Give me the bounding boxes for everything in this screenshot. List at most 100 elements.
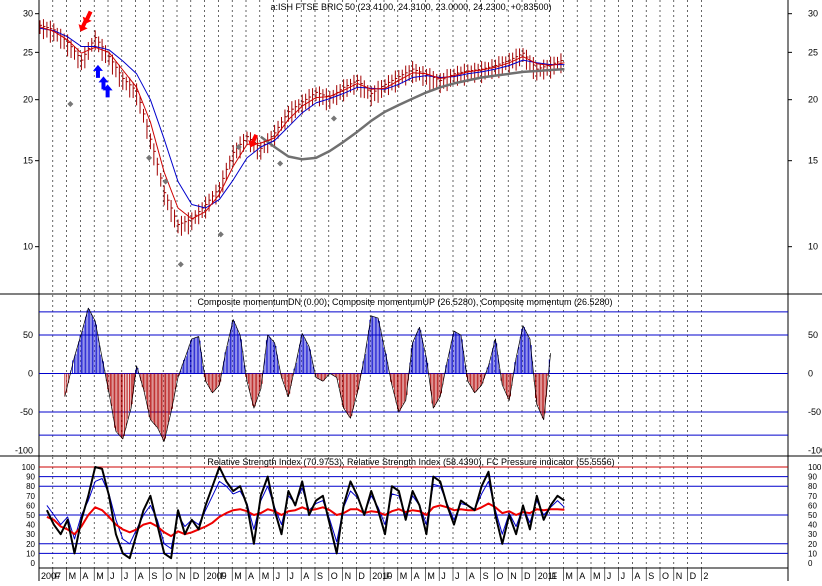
x-axis-month-label: J [124, 571, 129, 581]
sell-arrow-icon [82, 10, 93, 25]
buy-arrow-icon [102, 84, 113, 98]
x-axis-month-label: J [455, 571, 460, 581]
momentum-y-tick-left: 50 [23, 330, 33, 340]
x-axis-month-label: N [179, 571, 186, 581]
rsi-y-tick-left: 20 [26, 540, 35, 549]
buy-arrow-icon [92, 64, 103, 78]
signal-diamond-marker [277, 160, 284, 167]
x-axis-month-label: M [234, 571, 242, 581]
price-y-tick-left: 15 [23, 156, 33, 166]
sell-arrow-icon [248, 133, 259, 148]
price-y-tick-right: 20 [808, 95, 818, 105]
signal-diamond-marker [217, 231, 224, 238]
x-axis-month-label: D [690, 571, 697, 581]
x-axis-month-label: O [496, 571, 503, 581]
x-axis-month-label: M [262, 571, 270, 581]
x-axis-month-label: M [69, 571, 77, 581]
momentum-panel-title: Composite momentumDN (0.00), Composite m… [197, 297, 612, 307]
rsi-y-tick-right: 70 [808, 492, 817, 501]
rsi-y-tick-right: 20 [808, 540, 817, 549]
x-axis-month-label: S [317, 571, 323, 581]
x-axis-month-label: A [414, 571, 420, 581]
x-axis-month-label: S [151, 571, 157, 581]
x-axis-month-label: J [607, 571, 612, 581]
rsi-y-tick-right: 90 [808, 473, 817, 482]
long-moving-average-line [260, 67, 565, 161]
x-axis-month-label: S [483, 571, 489, 581]
momentum-panel: -100 -100 -50 -50 0 0 50 50 [0, 295, 822, 457]
rsi-y-tick-left: 90 [26, 473, 35, 482]
x-axis-month-label: N [510, 571, 517, 581]
slow-moving-average-line [39, 27, 565, 209]
momentum-y-tick-left: 0 [28, 369, 33, 379]
x-axis-month-label: J [276, 571, 281, 581]
rsi-y-tick-left: 30 [26, 530, 35, 539]
momentum-y-tick-right: -100 [808, 446, 822, 456]
price-y-tick-left: 25 [23, 47, 33, 57]
price-y-tick-right: 30 [808, 9, 818, 19]
signal-diamond-marker [162, 178, 169, 185]
rsi-y-tick-right: 60 [808, 501, 817, 510]
x-axis-month-label: F [55, 571, 61, 581]
rsi-y-tick-left: 100 [22, 463, 36, 472]
momentum-y-tick-right: -50 [808, 407, 821, 417]
signal-diamond-marker [67, 100, 74, 107]
x-axis-month-label: 2010 [372, 571, 392, 581]
x-axis-month-label: D [524, 571, 531, 581]
x-axis-month-label: J [289, 571, 294, 581]
price-y-tick-right: 10 [808, 242, 818, 252]
x-axis-month-label: M [593, 571, 601, 581]
rsi-y-tick-right: 100 [808, 463, 822, 472]
x-axis-month-label: 2 [703, 571, 708, 581]
x-axis-month-label: J [110, 571, 115, 581]
rsi-fast-line [45, 466, 565, 560]
x-axis-month-label: N [676, 571, 683, 581]
price-y-tick-left: 30 [23, 9, 33, 19]
momentum-outline-line [64, 307, 551, 442]
rsi-y-tick-right: 10 [808, 549, 817, 558]
x-axis-month-label: A [138, 571, 144, 581]
momentum-y-tick-right: 50 [808, 330, 818, 340]
rsi-y-tick-left: 50 [26, 511, 35, 520]
price-y-tick-left: 10 [23, 242, 33, 252]
x-axis-month-label: O [165, 571, 172, 581]
price-y-tick-left: 20 [23, 95, 33, 105]
momentum-y-tick-right: 0 [808, 369, 813, 379]
x-axis-month-label: F [552, 571, 558, 581]
x-axis-month-label: M [400, 571, 408, 581]
x-axis-month-label: A [303, 571, 309, 581]
x-axis-month-label: N [345, 571, 352, 581]
x-axis-month-label: A [634, 571, 640, 581]
rsi-y-tick-left: 10 [26, 549, 35, 558]
x-axis-month-label: 2009 [207, 571, 227, 581]
x-axis-month-label: F [220, 571, 226, 581]
x-axis-month-label: O [331, 571, 338, 581]
x-axis-month-label: D [358, 571, 365, 581]
fc-pressure-line [46, 502, 565, 538]
x-axis-month-label: A [82, 571, 88, 581]
price-panel-title: a:ISH FTSE BRIC 50 (23.4100, 24.3100, 23… [271, 2, 552, 12]
x-axis-month-label: M [427, 571, 435, 581]
signal-diamond-marker [330, 115, 337, 122]
price-y-tick-right: 15 [808, 156, 818, 166]
rsi-y-tick-right: 50 [808, 511, 817, 520]
rsi-y-tick-right: 0 [808, 559, 813, 568]
x-axis-month-label: A [579, 571, 585, 581]
rsi-y-tick-left: 70 [26, 492, 35, 501]
x-axis-month-label: S [648, 571, 654, 581]
rsi-y-tick-right: 30 [808, 530, 817, 539]
signal-diamond-marker [235, 144, 242, 150]
x-axis-month-label: A [469, 571, 475, 581]
buy-arrow-icon [98, 76, 109, 90]
rsi-y-tick-left: 80 [26, 482, 35, 491]
price-y-tick-right: 25 [808, 47, 818, 57]
x-axis-month-label: J [441, 571, 446, 581]
x-axis-month-label: M [96, 571, 104, 581]
x-axis-month-label: 2011 [538, 571, 557, 581]
rsi-y-tick-left: 40 [26, 521, 35, 530]
